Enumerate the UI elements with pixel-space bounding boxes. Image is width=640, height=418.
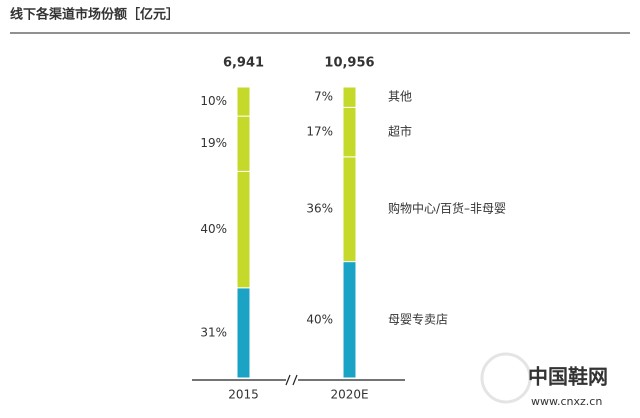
bar-segment: [342, 261, 357, 379]
series-label: 购物中心/百货–非母婴: [388, 201, 506, 216]
value-label: 10%: [200, 94, 227, 108]
x-tick-label: 2015: [228, 388, 259, 402]
value-label: 17%: [306, 125, 333, 139]
bar-segment: [236, 86, 251, 117]
watermark-logo: [480, 352, 532, 404]
watermark-url: www.cnxz.cn: [531, 395, 602, 408]
total-label: 6,941: [223, 56, 264, 71]
watermark: 中国鞋网: [528, 365, 608, 389]
bar-segment: [342, 156, 357, 263]
value-label: 7%: [314, 90, 333, 104]
bar-segment: [342, 106, 357, 158]
series-label: 超市: [388, 124, 412, 139]
value-label: 36%: [306, 202, 333, 216]
chart-title: 线下各渠道市场份额［亿元］: [10, 7, 179, 23]
series-label: 母婴专卖店: [388, 311, 448, 326]
axis-break: [285, 374, 291, 386]
value-label: 19%: [200, 136, 227, 150]
x-tick-label: 2020E: [330, 388, 368, 402]
bar-segment: [236, 287, 251, 379]
series-label: 其他: [388, 90, 412, 104]
bar-segment: [342, 86, 357, 108]
value-label: 31%: [200, 325, 227, 339]
total-label: 10,956: [324, 56, 374, 71]
axis-break: [292, 374, 298, 386]
bar-segment: [236, 115, 251, 172]
bar-segment: [236, 170, 251, 289]
value-label: 40%: [306, 312, 333, 326]
value-label: 40%: [200, 222, 227, 236]
